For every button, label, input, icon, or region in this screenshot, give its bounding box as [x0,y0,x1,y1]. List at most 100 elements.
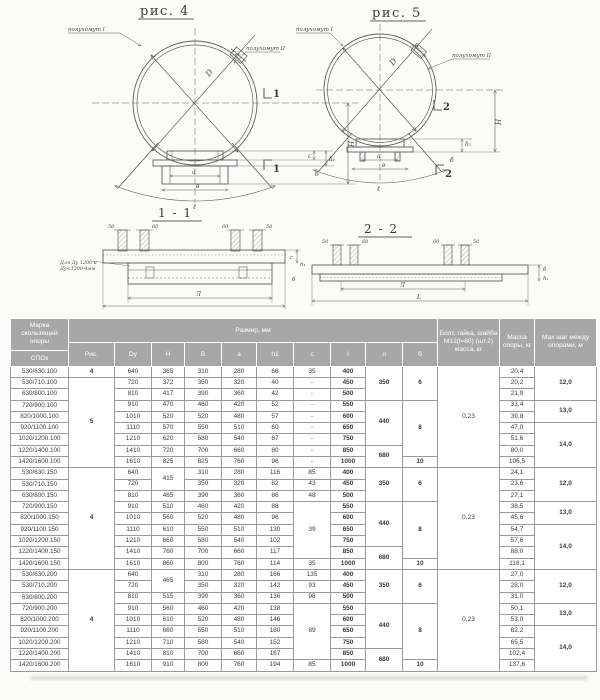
table-row: 1020/1200.200 1210 710 580 540 152 750 65,5 [10,636,597,650]
value-cell: - [293,410,331,424]
value-cell: 47,0 [499,422,535,435]
row-mark-cell: 1220/1400.150 [10,546,69,559]
value-cell: 700 [184,546,222,559]
value-cell: 750 [330,535,366,548]
value-cell: 135 [293,568,331,582]
section11-title: 1 - 1 [158,206,192,220]
value-cell: 800 [184,659,222,672]
table-row: 1420/1600.200 1610 910 800 760 194 85 1000 10 137… [10,659,597,672]
value-cell: 67 [256,433,294,446]
value-cell: - [293,433,331,446]
section-1-1: 1 - 1 50 60 60 50 Л с h₁ б [59,206,306,309]
table-row: 720/900.200 910 560 460 420 138 89 550 440 8 50,1 1… [10,602,597,661]
value-cell: 650 [330,422,366,435]
value-cell: 400 [330,467,366,480]
value-cell: 465 [151,489,185,503]
value-cell: 550 [184,625,222,638]
table-row: 630/800.200 810 515 390 360 136 98 500 31,0 [10,591,597,604]
value-cell: 365 [151,365,185,378]
row-mark-cell: 530/630.100 [10,365,69,378]
value-cell: 910 [151,659,185,672]
sec22-dim-Lfull: L [416,294,421,301]
table-header-row-1: Марка скользящей опоры СПОк Размер, мм Б… [10,317,597,367]
value-cell: 610 [151,523,185,537]
value-cell: 86 [256,489,294,503]
value-cell: 1110 [114,625,152,638]
value-cell: 350 [365,467,403,503]
table-row: 820/1000.100 1010 520 520 480 57-600 39,8 [10,410,597,424]
col-header-b6: б [402,342,438,367]
value-cell: 20,4 [499,365,535,378]
table-row: 530/630.100 4 640 365 310 280 66 35 400 350 6 0,23 2… [10,365,597,469]
row-mark-cell: 530/710.150 [10,478,69,491]
value-cell: 550 [330,399,366,412]
value-cell: 4 [68,467,115,570]
value-cell: 10 [402,557,438,570]
fig5-half-clamp-1-label: полухомут I [296,27,334,33]
value-cell: 550 [330,501,366,514]
value-cell: 45,6 [499,512,535,525]
value-cell: 42 [256,388,294,401]
value-cell: 80 [256,444,294,458]
value-cell: 550 [330,602,366,616]
value-cell: 650 [330,523,366,537]
col-header-dy: Dy [114,342,152,367]
value-cell: 320 [221,478,257,491]
table-row: 1220/1400.150 1410 760 700 660 117 850 680 88,0 [10,546,597,570]
value-cell: 0,23 [437,568,500,672]
value-cell: 102,4 [499,648,535,661]
value-cell: 62,2 [499,625,535,638]
value-cell: 810 [114,489,152,503]
value-cell: 80,0 [499,444,535,458]
value-cell: 1210 [114,636,152,650]
value-cell: 910 [114,501,152,514]
spec-table-container: Марка скользящей опоры СПОк Размер, мм Б… [10,317,597,672]
value-cell: 82 [256,478,294,491]
value-cell: 350 [184,580,222,593]
value-cell: 13,0 [534,399,597,424]
value-cell: 450 [330,478,366,491]
value-cell: 38,5 [499,501,535,514]
value-cell: 136 [256,591,294,604]
fig5-dim-l: ℓ [376,185,380,193]
value-cell: 1000 [330,557,366,570]
value-cell: 415 [151,467,185,491]
row-mark-cell: 630/800.200 [10,591,69,604]
value-cell: 810 [114,591,152,604]
value-cell: 760 [221,557,257,570]
row-mark-cell: 920/1100.100 [10,422,69,435]
value-cell: - [293,388,331,401]
value-cell: 106,5 [499,455,535,469]
value-cell: 800 [184,557,222,570]
col-header-h: Н [151,342,185,367]
value-cell: 280 [221,467,257,480]
value-cell: 50,1 [499,602,535,616]
value-cell: 580 [184,433,222,446]
table-row: 720/900.100 910 470 460 420 52-550 440 8 33,4 13,… [10,399,597,458]
value-cell: 39,8 [499,410,535,424]
row-mark-cell: 530/630.200 [10,568,69,582]
bolt-header-cell: Болт, гайка, шайба М12(l=80) (шт.2) масс… [437,318,500,367]
value-cell: 14,0 [534,625,597,672]
value-cell: 137,6 [499,659,535,672]
sec11-note-line2: Ду<1200-4мм [59,266,96,272]
sec11-bolt-dim-60b: 60 [222,224,229,230]
value-cell: 1610 [114,659,152,672]
value-cell: 310 [184,365,222,378]
sec11-note-line1: Для Ду 1200 и [59,260,97,266]
value-cell: 640 [114,365,152,378]
sec11-bolt-dim-50: 50 [108,224,115,230]
row-mark-cell: 1020/1200.150 [10,535,69,548]
value-cell: 510 [221,422,257,435]
table-row: 1220/1400.200 1410 810 700 660 167 850 680 102,4 [10,648,597,672]
value-cell: 0,23 [437,467,500,570]
table-row: 920/1100.200 1110 660 550 510 180 650 62,2 14,0 [10,625,597,672]
row-mark-cell: 630/800.150 [10,489,69,503]
row-mark-cell: 920/1100.200 [10,625,69,638]
value-cell: 720 [114,580,152,593]
value-cell: 180 [256,625,294,638]
row-mark-cell: 630/800.100 [10,388,69,401]
col-header-c: с [293,342,331,367]
value-cell: 760 [151,546,185,559]
value-cell: 550 [184,422,222,435]
